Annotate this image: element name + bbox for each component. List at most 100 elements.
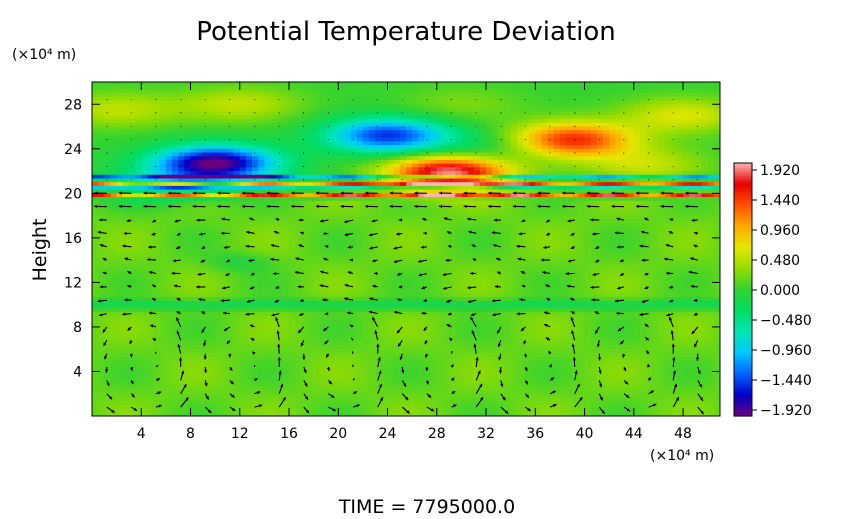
heatmap-cell [590,122,598,128]
heatmap-cell [122,145,130,150]
heatmap-cell [529,96,536,102]
heatmap-cell [430,226,438,232]
heatmap-cell [553,89,561,94]
heatmap-cell [313,133,321,139]
heatmap-cell [369,211,376,217]
heatmap-cell [412,122,419,128]
heatmap-cell [695,234,703,239]
heatmap-cell [498,178,506,183]
heatmap-cell [128,252,136,258]
heatmap-cell [461,226,469,232]
heatmap-cell [701,182,709,187]
heatmap-cell [356,182,364,187]
heatmap-cell [172,185,179,191]
heatmap-cell [535,159,543,165]
heatmap-cell [406,100,413,105]
heatmap-cell [510,200,518,206]
heatmap-cell [412,100,419,105]
heatmap-cell [609,145,616,150]
heatmap-cell [104,159,112,165]
heatmap-cell [639,223,647,228]
heatmap-cell [289,159,296,165]
heatmap-cell [430,197,438,202]
heatmap-cell [190,171,198,176]
heatmap-cell [245,130,253,135]
heatmap-cell [122,260,130,265]
heatmap-cell [245,141,253,146]
heatmap-cell [510,182,518,187]
heatmap-cell [473,122,481,128]
heatmap-cell [344,189,352,194]
heatmap-cell [184,260,192,265]
heatmap-cell [430,241,438,246]
heatmap-cell [683,230,690,235]
heatmap-cell [319,156,327,161]
heatmap-cell [596,148,604,154]
heatmap-cell [141,141,149,146]
heatmap-cell [646,133,653,139]
heatmap-cell [116,107,124,113]
heatmap-cell [350,163,358,168]
heatmap-cell [141,226,149,232]
heatmap-cell [584,219,592,224]
heatmap-cell [559,256,567,261]
heatmap-cell [646,93,653,98]
heatmap-cell [276,163,284,168]
heatmap-cell [584,252,592,258]
heatmap-cell [498,256,506,261]
heatmap-cell [190,234,198,239]
heatmap-cell [701,234,709,239]
heatmap-cell [584,104,592,109]
heatmap-cell [683,107,690,113]
heatmap-cell [486,145,493,150]
heatmap-cell [516,107,524,113]
heatmap-cell [264,156,272,161]
heatmap-cell [430,200,438,206]
heatmap-cell [233,96,241,102]
heatmap-cell [319,211,327,217]
heatmap-cell [301,107,309,113]
heatmap-cell [393,171,401,176]
heatmap-cell [455,237,463,243]
heatmap-cell [313,256,321,261]
heatmap-cell [270,115,278,120]
heatmap-cell [276,82,284,87]
heatmap-cell [701,133,709,139]
heatmap-cell [455,148,463,154]
heatmap-cell [128,200,136,206]
heatmap-cell [215,249,222,254]
heatmap-cell [135,245,142,250]
heatmap-cell [116,100,124,105]
heatmap-cell [399,111,407,116]
heatmap-cell [202,82,210,87]
heatmap-cell [313,211,321,217]
heatmap-cell [676,226,684,232]
heatmap-cell [301,89,309,94]
heatmap-cell [147,234,155,239]
heatmap-cell [633,163,641,168]
heatmap-cell [467,145,475,150]
heatmap-cell [369,252,376,258]
heatmap-cell [572,211,579,217]
heatmap-cell [313,252,321,258]
heatmap-cell [455,119,463,124]
heatmap-cell [215,182,222,187]
heatmap-cell [338,159,346,165]
heatmap-cell [707,167,715,172]
heatmap-cell [479,185,487,191]
heatmap-cell [492,148,499,154]
heatmap-cell [208,174,216,180]
heatmap-cell [178,107,185,113]
heatmap-cell [522,219,530,224]
heatmap-cell [467,249,475,254]
heatmap-cell [356,133,364,139]
heatmap-cell [418,156,426,161]
heatmap-cell [338,126,346,131]
heatmap-cell [535,178,543,183]
heatmap-cell [412,107,419,113]
heatmap-cell [245,200,253,206]
heatmap-cell [338,249,346,254]
heatmap-cell [639,163,647,168]
heatmap-cell [621,100,629,105]
heatmap-cell [473,133,481,139]
